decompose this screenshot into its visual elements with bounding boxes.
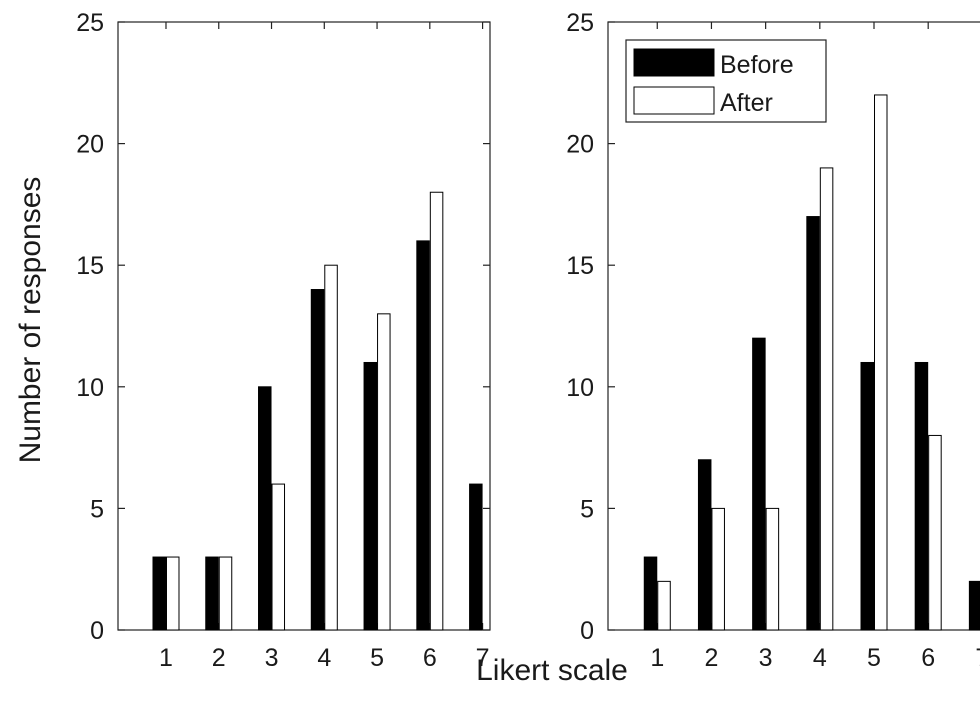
right-panel: 0 5 10 15 20 25 1 2 3 4 5 6 7 Before After <box>566 9 980 672</box>
bar-before-3 <box>258 386 272 631</box>
bar-after-4 <box>819 167 834 631</box>
y-tick-label: 15 <box>566 252 594 280</box>
bar-after-4 <box>324 264 338 631</box>
y-tick-label: 0 <box>580 617 594 645</box>
x-tick-label: 3 <box>265 644 279 672</box>
legend: Before After <box>625 39 827 123</box>
x-tick-label: 1 <box>159 644 173 672</box>
left-panel: 0 5 10 15 20 25 1 2 3 4 5 6 7 <box>76 9 491 672</box>
bar-after-6 <box>429 191 444 631</box>
bar-before-5 <box>363 361 378 631</box>
bar-after-6 <box>928 434 942 631</box>
bar-before-2 <box>697 459 712 631</box>
bar-after-3 <box>765 507 780 631</box>
y-tick-label: 25 <box>76 9 104 37</box>
plot-frame <box>117 21 491 631</box>
bar-before-4 <box>310 289 325 631</box>
plot-frame <box>607 21 980 631</box>
bar-after-3 <box>271 483 286 631</box>
bar-after-5 <box>377 313 391 631</box>
x-tick-label: 4 <box>317 644 331 672</box>
bar-before-4 <box>806 216 820 631</box>
x-axis-title: Likert scale <box>476 654 628 687</box>
bar-after-5 <box>874 94 888 631</box>
y-tick-label: 10 <box>76 374 104 402</box>
bar-before-1 <box>152 556 166 631</box>
x-tick-label: 6 <box>423 644 437 672</box>
legend-swatch-after <box>633 86 715 115</box>
bar-before-3 <box>752 337 766 631</box>
bar-before-2 <box>205 556 219 631</box>
y-tick-label: 20 <box>566 131 594 159</box>
bar-before-1 <box>643 556 658 631</box>
bar-before-5 <box>860 361 875 631</box>
x-tick-label: 2 <box>704 644 718 672</box>
legend-label-before: Before <box>720 51 794 79</box>
x-tick-label: 4 <box>813 644 827 672</box>
y-tick-label: 5 <box>90 495 104 523</box>
x-tick-label: 1 <box>650 644 664 672</box>
bar-after-2 <box>218 556 233 631</box>
bar-before-6 <box>416 240 430 631</box>
x-tick-label: 6 <box>921 644 935 672</box>
x-tick-label: 7 <box>975 644 980 672</box>
y-tick-label: 25 <box>566 9 594 37</box>
legend-label-after: After <box>720 89 773 117</box>
y-tick-label: 20 <box>76 131 104 159</box>
bar-before-6 <box>914 361 929 631</box>
x-tick-label: 7 <box>476 644 490 672</box>
y-tick-label: 0 <box>90 617 104 645</box>
x-tick-label: 3 <box>759 644 773 672</box>
y-axis-title: Number of responses <box>14 177 47 464</box>
legend-swatch-before <box>633 48 715 77</box>
bar-after-1 <box>165 556 180 631</box>
y-tick-label: 5 <box>580 495 594 523</box>
y-tick-label: 15 <box>76 252 104 280</box>
bar-after-2 <box>711 507 725 631</box>
y-tick-label: 10 <box>566 374 594 402</box>
bar-before-7 <box>469 483 483 631</box>
x-tick-label: 5 <box>867 644 881 672</box>
bar-before-7 <box>968 580 980 631</box>
x-tick-label: 2 <box>212 644 226 672</box>
x-tick-label: 5 <box>370 644 384 672</box>
bar-after-1 <box>657 580 671 631</box>
